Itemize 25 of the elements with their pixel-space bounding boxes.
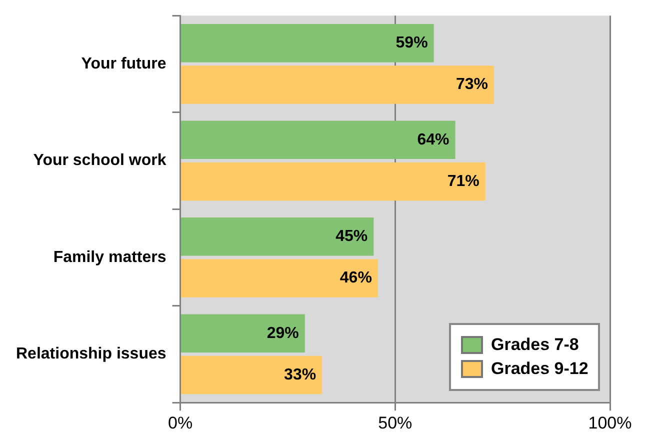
data-label: 46%	[340, 270, 372, 287]
bar	[181, 356, 322, 394]
data-label: 45%	[336, 228, 368, 246]
data-label: 29%	[266, 324, 299, 342]
bar	[181, 162, 486, 201]
y-tick-label: Family matters	[53, 248, 166, 266]
y-tick-label: Your future	[81, 55, 166, 72]
data-label: 33%	[284, 366, 316, 384]
bar	[181, 218, 374, 256]
data-label: 73%	[456, 76, 488, 94]
data-label: 64%	[417, 131, 450, 148]
bar	[181, 120, 456, 160]
bar	[181, 24, 434, 62]
y-tick-label: Your school work	[33, 152, 166, 170]
bar	[181, 66, 494, 104]
bar	[181, 314, 305, 353]
x-tick-label: 50%	[378, 413, 412, 432]
x-tick-label: 0%	[168, 413, 193, 432]
bar	[181, 259, 378, 298]
y-tick-label: Relationship issues	[16, 346, 166, 363]
legend-label: Grades 7-8	[491, 334, 579, 355]
x-tick-label: 100%	[588, 413, 632, 432]
data-label: 71%	[447, 172, 480, 190]
data-label: 59%	[396, 34, 428, 52]
legend-label: Grades 9-12	[491, 358, 588, 379]
